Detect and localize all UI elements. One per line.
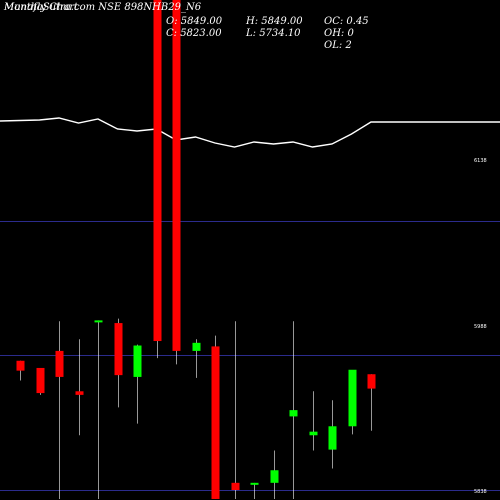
candle-body-down [231, 482, 240, 490]
ohlc-oh: OH: 0 [324, 28, 354, 39]
price-level-label-1: 6138 [474, 158, 487, 164]
candle-body-down [172, 0, 181, 351]
candle-body-down [114, 323, 123, 376]
ohlc-open: O: 5849.00 [166, 16, 223, 27]
candle-body-down [16, 360, 25, 371]
ohlc-ol: OL: 2 [324, 40, 352, 51]
price-level-label-3: 5838 [474, 489, 487, 495]
price-level-label-2: 5988 [474, 324, 487, 330]
candle-body-down [367, 374, 376, 389]
ohlc-close: C: 5823.00 [166, 28, 222, 39]
candle-body-up [348, 369, 357, 427]
candle-body-down [36, 367, 45, 394]
ohlc-oc: OC: 0.45 [324, 16, 369, 27]
candle-body-up [309, 431, 318, 436]
candle-body-up [133, 345, 142, 377]
candle-body-up [192, 342, 201, 351]
candle-body-down [75, 391, 84, 395]
candle-body-up [270, 470, 279, 483]
chart-title: MunafaSutra.com NSE 898NHB29_N6 [4, 2, 202, 13]
candle-body-down [55, 350, 64, 377]
ohlc-low: L: 5734.10 [246, 28, 301, 39]
ohlc-high: H: 5849.00 [246, 16, 303, 27]
candle-body-down [211, 346, 220, 499]
candle-body-up [250, 482, 259, 485]
candle-body-down [153, 0, 162, 342]
candle-body-up [94, 320, 103, 323]
chart-title-overlap: Monthly Chart [4, 2, 79, 13]
candle-body-up [328, 426, 337, 450]
candle-body-up [289, 410, 298, 417]
indicator-line [0, 117, 500, 148]
